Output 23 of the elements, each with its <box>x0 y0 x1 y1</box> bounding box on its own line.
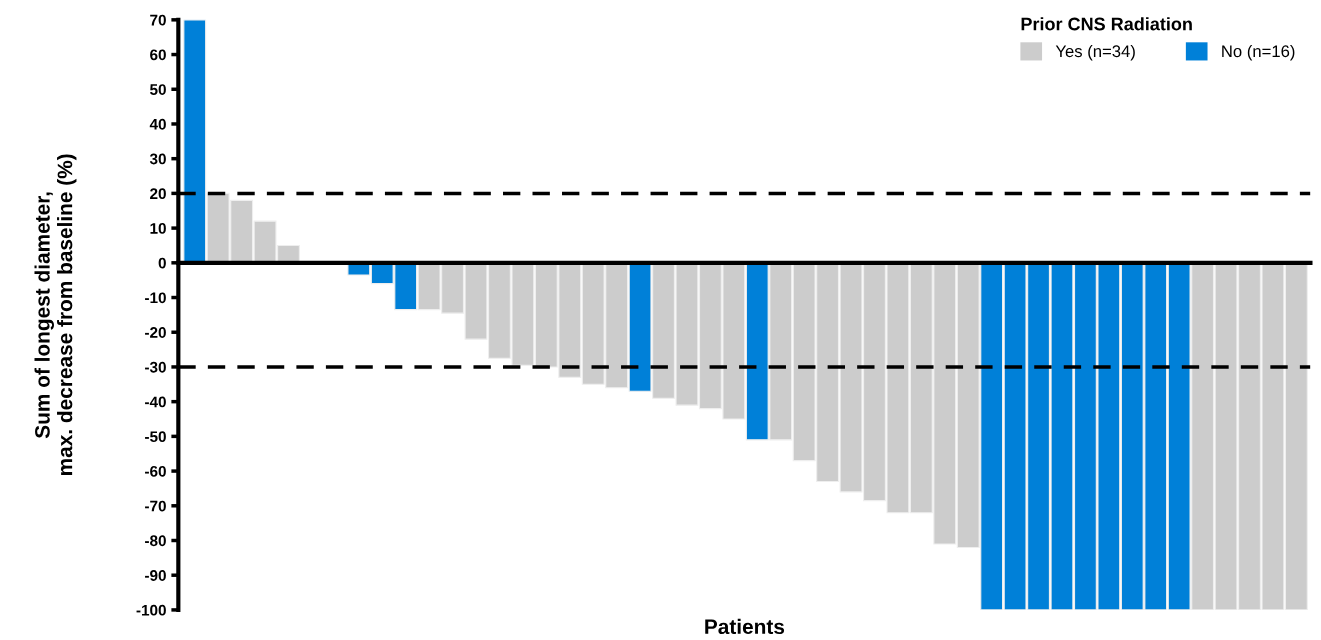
legend-label: Yes (n=34) <box>1055 44 1135 61</box>
y-tick-label: 20 <box>150 188 166 200</box>
y-tick-label: -50 <box>145 431 166 443</box>
y-axis-title: Sum of longest diameter, max. decrease from baseline (%) <box>34 154 77 476</box>
legend-label: No (n=16) <box>1222 44 1295 61</box>
legend-title: Prior CNS Radiation <box>1021 17 1192 31</box>
y-tick-label: -40 <box>145 396 166 408</box>
y-tick-label: 10 <box>150 222 166 234</box>
y-tick-label: -100 <box>136 604 166 616</box>
y-tick-label: -60 <box>145 465 166 477</box>
y-tick-label: 50 <box>150 84 166 95</box>
y-tick-label: 60 <box>150 49 166 61</box>
y-tick-label: 40 <box>149 118 166 130</box>
y-tick-label: -30 <box>145 361 166 373</box>
y-tick-label: -20 <box>145 327 166 338</box>
y-tick-label: -70 <box>145 500 166 512</box>
y-tick-label: 0 <box>158 257 166 269</box>
y-tick-label: -80 <box>145 535 166 547</box>
y-tick-label: -90 <box>145 570 166 581</box>
y-tick-label: 70 <box>150 14 166 26</box>
y-tick-label: -10 <box>145 292 166 304</box>
x-axis-title: Patients <box>705 618 785 635</box>
y-tick-label: 30 <box>149 153 166 165</box>
